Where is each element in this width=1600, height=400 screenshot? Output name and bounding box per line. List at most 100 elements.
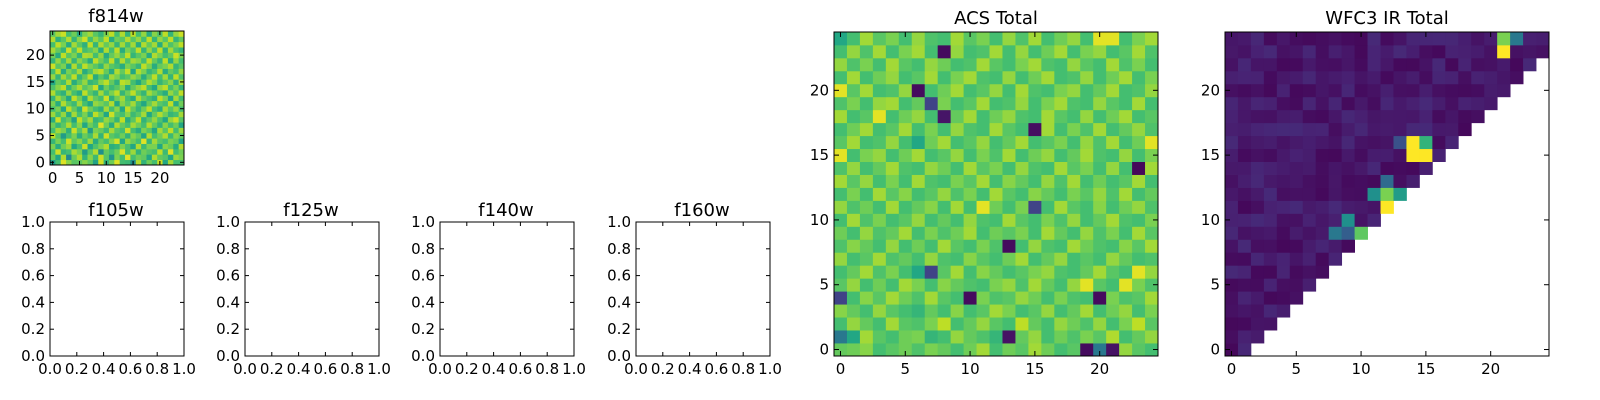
heatmap-cell [71, 79, 78, 85]
heatmap-cell [1145, 135, 1159, 150]
heatmap-cell [76, 148, 83, 155]
heatmap-cell [911, 122, 926, 137]
heatmap-cell [98, 148, 104, 155]
heatmap-cell [151, 41, 158, 48]
heatmap-cell [1041, 213, 1055, 227]
heatmap-cell [1054, 265, 1068, 279]
heatmap-cell [55, 52, 62, 59]
heatmap-cell [1289, 226, 1304, 240]
heatmap-cell [1484, 70, 1498, 85]
heatmap-cell [872, 96, 887, 111]
heatmap-cell [950, 187, 964, 201]
heatmap-cell [911, 187, 926, 201]
y-tick-label: 0.0 [411, 347, 435, 365]
heatmap-cell [1237, 44, 1252, 59]
panel-f125w: f125w 0.0 0.2 0.4 0.6 0.8 1.00.00.20.40.60.81… [216, 200, 391, 378]
heatmap-cell [76, 52, 83, 59]
heatmap-cell [167, 79, 174, 85]
heatmap-cell [859, 330, 874, 344]
panel-acs-total-cells [834, 32, 1159, 357]
y-tick-label: 10 [810, 211, 829, 229]
heatmap-cell [1445, 109, 1459, 124]
heatmap-cell [1067, 291, 1081, 305]
heatmap-cell [173, 47, 180, 53]
heatmap-cell [146, 47, 153, 53]
heatmap-cell [885, 96, 900, 111]
heatmap-cell [71, 68, 78, 75]
heatmap-cell [859, 57, 874, 72]
heatmap-cell [1225, 213, 1239, 227]
heatmap-cell [1354, 44, 1368, 59]
y-tick-label: 5 [35, 127, 45, 145]
heatmap-cell [1276, 32, 1291, 46]
heatmap-cell [1328, 57, 1343, 72]
heatmap-cell [1132, 226, 1146, 240]
heatmap-cell [898, 122, 913, 137]
heatmap-cell [1028, 187, 1042, 201]
heatmap-cell [834, 226, 848, 240]
heatmap-cell [1080, 32, 1094, 46]
heatmap-cell [98, 116, 104, 123]
heatmap-cell [859, 304, 874, 318]
heatmap-cell [178, 63, 185, 69]
heatmap-cell [1380, 83, 1394, 98]
heatmap-cell [989, 44, 1003, 59]
heatmap-cell [1393, 161, 1407, 175]
heatmap-cell [66, 138, 72, 144]
heatmap-cell [846, 70, 861, 85]
heatmap-cell [1093, 343, 1107, 357]
heatmap-cell [1367, 96, 1381, 111]
heatmap-cell [846, 57, 861, 72]
heatmap-cell [173, 127, 180, 134]
heatmap-cell [1106, 148, 1120, 162]
heatmap-cell [834, 187, 848, 201]
heatmap-cell [1145, 265, 1159, 279]
heatmap-cell [1106, 304, 1120, 318]
heatmap-cell [859, 32, 874, 46]
heatmap-cell [119, 41, 126, 48]
heatmap-cell [157, 111, 163, 118]
heatmap-cell [1419, 122, 1433, 137]
heatmap-cell [976, 161, 990, 175]
heatmap-cell [1510, 70, 1524, 85]
heatmap-cell [1015, 135, 1029, 150]
heatmap-cell [1002, 135, 1016, 150]
heatmap-cell [950, 57, 964, 72]
heatmap-cell [135, 63, 142, 69]
heatmap-cell [125, 127, 131, 134]
heatmap-cell [834, 213, 848, 227]
heatmap-cell [103, 111, 110, 118]
heatmap-cell [50, 41, 56, 48]
heatmap-cell [1106, 317, 1120, 331]
heatmap-cell [1041, 32, 1055, 46]
heatmap-cell [1028, 174, 1042, 188]
y-tick-label: 0.2 [21, 320, 45, 338]
heatmap-cell [55, 127, 62, 134]
heatmap-cell [1054, 32, 1068, 46]
heatmap-cell [1354, 148, 1368, 162]
heatmap-cell [119, 52, 126, 59]
heatmap-cell [167, 106, 174, 112]
heatmap-cell [50, 47, 56, 53]
heatmap-cell [87, 84, 94, 91]
heatmap-cell [1367, 174, 1381, 188]
heatmap-cell [1067, 32, 1081, 46]
heatmap-cell [1002, 330, 1016, 344]
heatmap-cell [950, 343, 964, 357]
heatmap-cell [1028, 330, 1042, 344]
heatmap-cell [87, 100, 94, 107]
heatmap-cell [173, 84, 180, 91]
heatmap-cell [1067, 57, 1081, 72]
heatmap-cell [157, 52, 163, 59]
heatmap-cell [66, 132, 72, 139]
heatmap-cell [135, 95, 142, 102]
heatmap-cell [151, 111, 158, 118]
heatmap-cell [1041, 291, 1055, 305]
heatmap-cell [60, 36, 67, 43]
heatmap-cell [1093, 330, 1107, 344]
heatmap-cell [92, 138, 99, 144]
heatmap-cell [173, 73, 180, 80]
heatmap-cell [1497, 70, 1511, 85]
heatmap-cell [885, 174, 900, 188]
